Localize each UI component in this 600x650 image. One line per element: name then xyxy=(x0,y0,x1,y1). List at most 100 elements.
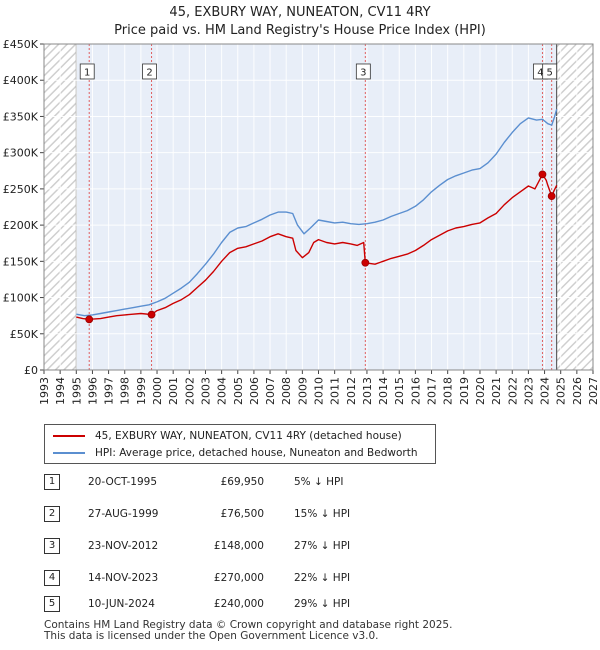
legend-item-property: 45, EXBURY WAY, NUNEATON, CV11 4RY (deta… xyxy=(53,428,402,444)
transaction-price: £270,000 xyxy=(213,572,264,584)
footer-line2: This data is licensed under the Open Gov… xyxy=(44,630,379,642)
sale-label-text: 2 xyxy=(146,67,152,78)
table-row: 1 20-OCT-1995 £69,950 5% ↓ HPI xyxy=(44,474,404,492)
transaction-hpi-diff: 15% ↓ HPI xyxy=(294,508,351,520)
sale-label-3: 3 xyxy=(355,63,371,80)
transaction-date: 23-NOV-2012 xyxy=(88,540,159,552)
x-tick-label: 2025 xyxy=(555,377,568,405)
y-tick-label: £100K xyxy=(3,292,39,305)
x-tick-label: 2010 xyxy=(313,377,326,405)
sale-label-text: 4 xyxy=(537,67,543,78)
transaction-date: 14-NOV-2023 xyxy=(88,572,159,584)
x-tick-label: 2016 xyxy=(409,377,422,405)
y-tick-label: £400K xyxy=(3,74,39,87)
transaction-hpi-diff: 27% ↓ HPI xyxy=(294,540,351,552)
legend-label-property: 45, EXBURY WAY, NUNEATON, CV11 4RY (deta… xyxy=(95,430,402,442)
sale-label-box xyxy=(79,63,95,80)
transaction-date: 27-AUG-1999 xyxy=(88,508,159,520)
y-tick-label: £150K xyxy=(3,255,39,268)
sale-label-1: 1 xyxy=(79,63,95,80)
sale-label-text: 3 xyxy=(360,67,366,78)
x-tick-label: 1995 xyxy=(70,377,83,405)
x-tick-label: 2002 xyxy=(183,377,196,405)
x-tick-label: 2027 xyxy=(587,377,600,405)
sale-point-2 xyxy=(147,310,156,319)
x-tick-label: 2026 xyxy=(571,377,584,405)
transaction-number: 1 xyxy=(44,474,60,490)
x-tick-label: 2018 xyxy=(442,377,455,405)
sale-points xyxy=(85,170,556,324)
series-line-hpi xyxy=(76,109,558,317)
legend-swatch-hpi xyxy=(53,452,85,454)
transaction-number: 2 xyxy=(44,506,60,522)
y-tick-label: £50K xyxy=(10,328,39,341)
sale-point-5 xyxy=(547,192,556,201)
x-tick-label: 1997 xyxy=(103,377,116,405)
transaction-price: £240,000 xyxy=(213,598,264,610)
y-tick-label: £0 xyxy=(24,364,38,377)
y-tick-label: £250K xyxy=(3,183,39,196)
table-row: 4 14-NOV-2023 £270,000 22% ↓ HPI xyxy=(44,570,404,588)
x-tick-label: 2008 xyxy=(280,377,293,405)
sale-label-box xyxy=(542,63,558,80)
x-tick-label: 2000 xyxy=(151,377,164,405)
legend: 45, EXBURY WAY, NUNEATON, CV11 4RY (deta… xyxy=(44,424,436,464)
x-tick-label: 2009 xyxy=(296,377,309,405)
x-tick-label: 2023 xyxy=(522,377,535,405)
sale-label-text: 1 xyxy=(84,67,90,78)
x-tick-label: 2004 xyxy=(216,377,229,405)
transaction-hpi-diff: 22% ↓ HPI xyxy=(294,572,351,584)
data-region xyxy=(76,44,557,370)
series-line-property xyxy=(76,173,558,320)
transaction-price: £69,950 xyxy=(220,476,264,488)
transaction-hpi-diff: 5% ↓ HPI xyxy=(294,476,344,488)
transaction-price: £76,500 xyxy=(220,508,264,520)
y-tick-label: £300K xyxy=(3,147,39,160)
table-row: 2 27-AUG-1999 £76,500 15% ↓ HPI xyxy=(44,506,404,524)
sale-label-box xyxy=(142,63,157,80)
x-tick-label: 2022 xyxy=(506,377,519,405)
x-tick-label: 2015 xyxy=(393,377,406,405)
y-tick-label: £200K xyxy=(3,219,39,232)
x-tick-label: 2021 xyxy=(490,377,503,405)
sale-label-text: 5 xyxy=(546,67,552,78)
x-tick-label: 2003 xyxy=(199,377,212,405)
x-tick-label: 2017 xyxy=(426,377,439,405)
chart-title: 45, EXBURY WAY, NUNEATON, CV11 4RY Price… xyxy=(0,4,600,40)
sale-label-2: 2 xyxy=(142,63,157,80)
footer-attribution: Contains HM Land Registry data © Crown c… xyxy=(44,620,452,642)
axes: £0 £50K £100K £150K £200K £250K £300K £350K £400… xyxy=(3,38,600,405)
x-tick-label: 1996 xyxy=(86,377,99,405)
sale-label-box xyxy=(355,63,371,80)
transaction-number: 5 xyxy=(44,596,60,612)
sale-point-4 xyxy=(538,170,547,179)
y-tick-label: £350K xyxy=(3,110,39,123)
chart-title-line2: Price paid vs. HM Land Registry's House … xyxy=(114,23,486,38)
footer-line1: Contains HM Land Registry data © Crown c… xyxy=(44,619,453,631)
table-row: 3 23-NOV-2012 £148,000 27% ↓ HPI xyxy=(44,538,404,556)
x-tick-label: 1999 xyxy=(135,377,148,405)
x-tick-label: 2011 xyxy=(329,377,342,405)
x-tick-label: 2024 xyxy=(539,377,552,405)
x-tick-label: 2001 xyxy=(167,377,180,405)
legend-label-hpi: HPI: Average price, detached house, Nune… xyxy=(95,447,418,459)
legend-swatch-property xyxy=(53,435,85,437)
x-tick-label: 1994 xyxy=(54,377,67,405)
sale-label-5: 5 xyxy=(542,63,558,80)
sale-point-3 xyxy=(361,258,370,267)
sale-point-1 xyxy=(85,315,94,324)
transaction-hpi-diff: 29% ↓ HPI xyxy=(294,598,351,610)
table-row: 5 10-JUN-2024 £240,000 29% ↓ HPI xyxy=(44,596,404,614)
transaction-date: 20-OCT-1995 xyxy=(88,476,157,488)
x-tick-label: 2005 xyxy=(232,377,245,405)
transaction-number: 3 xyxy=(44,538,60,554)
transaction-number: 4 xyxy=(44,570,60,586)
no-data-region-right xyxy=(556,44,593,370)
x-tick-label: 1993 xyxy=(38,377,51,405)
transaction-date: 10-JUN-2024 xyxy=(88,598,155,610)
x-tick-label: 2014 xyxy=(377,377,390,405)
series-lines xyxy=(76,109,558,320)
x-tick-label: 1998 xyxy=(119,377,132,405)
